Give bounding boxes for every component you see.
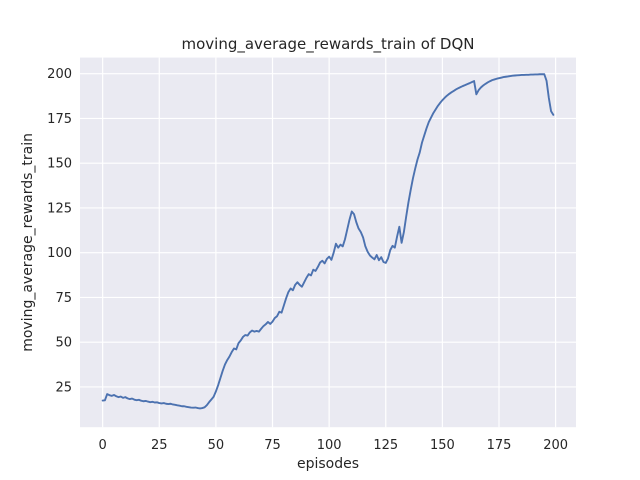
x-tick-label: 0	[99, 438, 107, 453]
x-tick-labels: 0 25 50 75 100 125 150 175 200	[99, 438, 569, 453]
y-tick-labels: 25 50 75 100 125 150 175 200	[47, 67, 72, 395]
series-line	[101, 73, 555, 410]
y-tick-label: 125	[47, 201, 72, 216]
y-tick-label: 150	[47, 157, 72, 172]
x-tick-label: 50	[208, 438, 225, 453]
y-tick-label: 75	[55, 291, 72, 306]
x-axis-label: episodes	[297, 456, 359, 472]
x-tick-label: 75	[264, 438, 281, 453]
x-tick-label: 175	[487, 438, 512, 453]
y-tick-label: 25	[55, 380, 72, 395]
chart-title: moving_average_rewards_train of DQN	[181, 35, 474, 54]
x-tick-label: 25	[151, 438, 168, 453]
y-tick-label: 100	[47, 246, 72, 261]
y-tick-label: 200	[47, 67, 72, 82]
y-tick-label: 50	[55, 336, 72, 351]
x-tick-label: 150	[430, 438, 455, 453]
grid-lines	[80, 57, 576, 428]
y-axis-label: moving_average_rewards_train	[20, 133, 36, 352]
plot-area	[80, 57, 576, 428]
x-tick-label: 125	[373, 438, 398, 453]
x-tick-label: 200	[543, 438, 568, 453]
y-tick-label: 175	[47, 112, 72, 127]
x-tick-label: 100	[317, 438, 342, 453]
